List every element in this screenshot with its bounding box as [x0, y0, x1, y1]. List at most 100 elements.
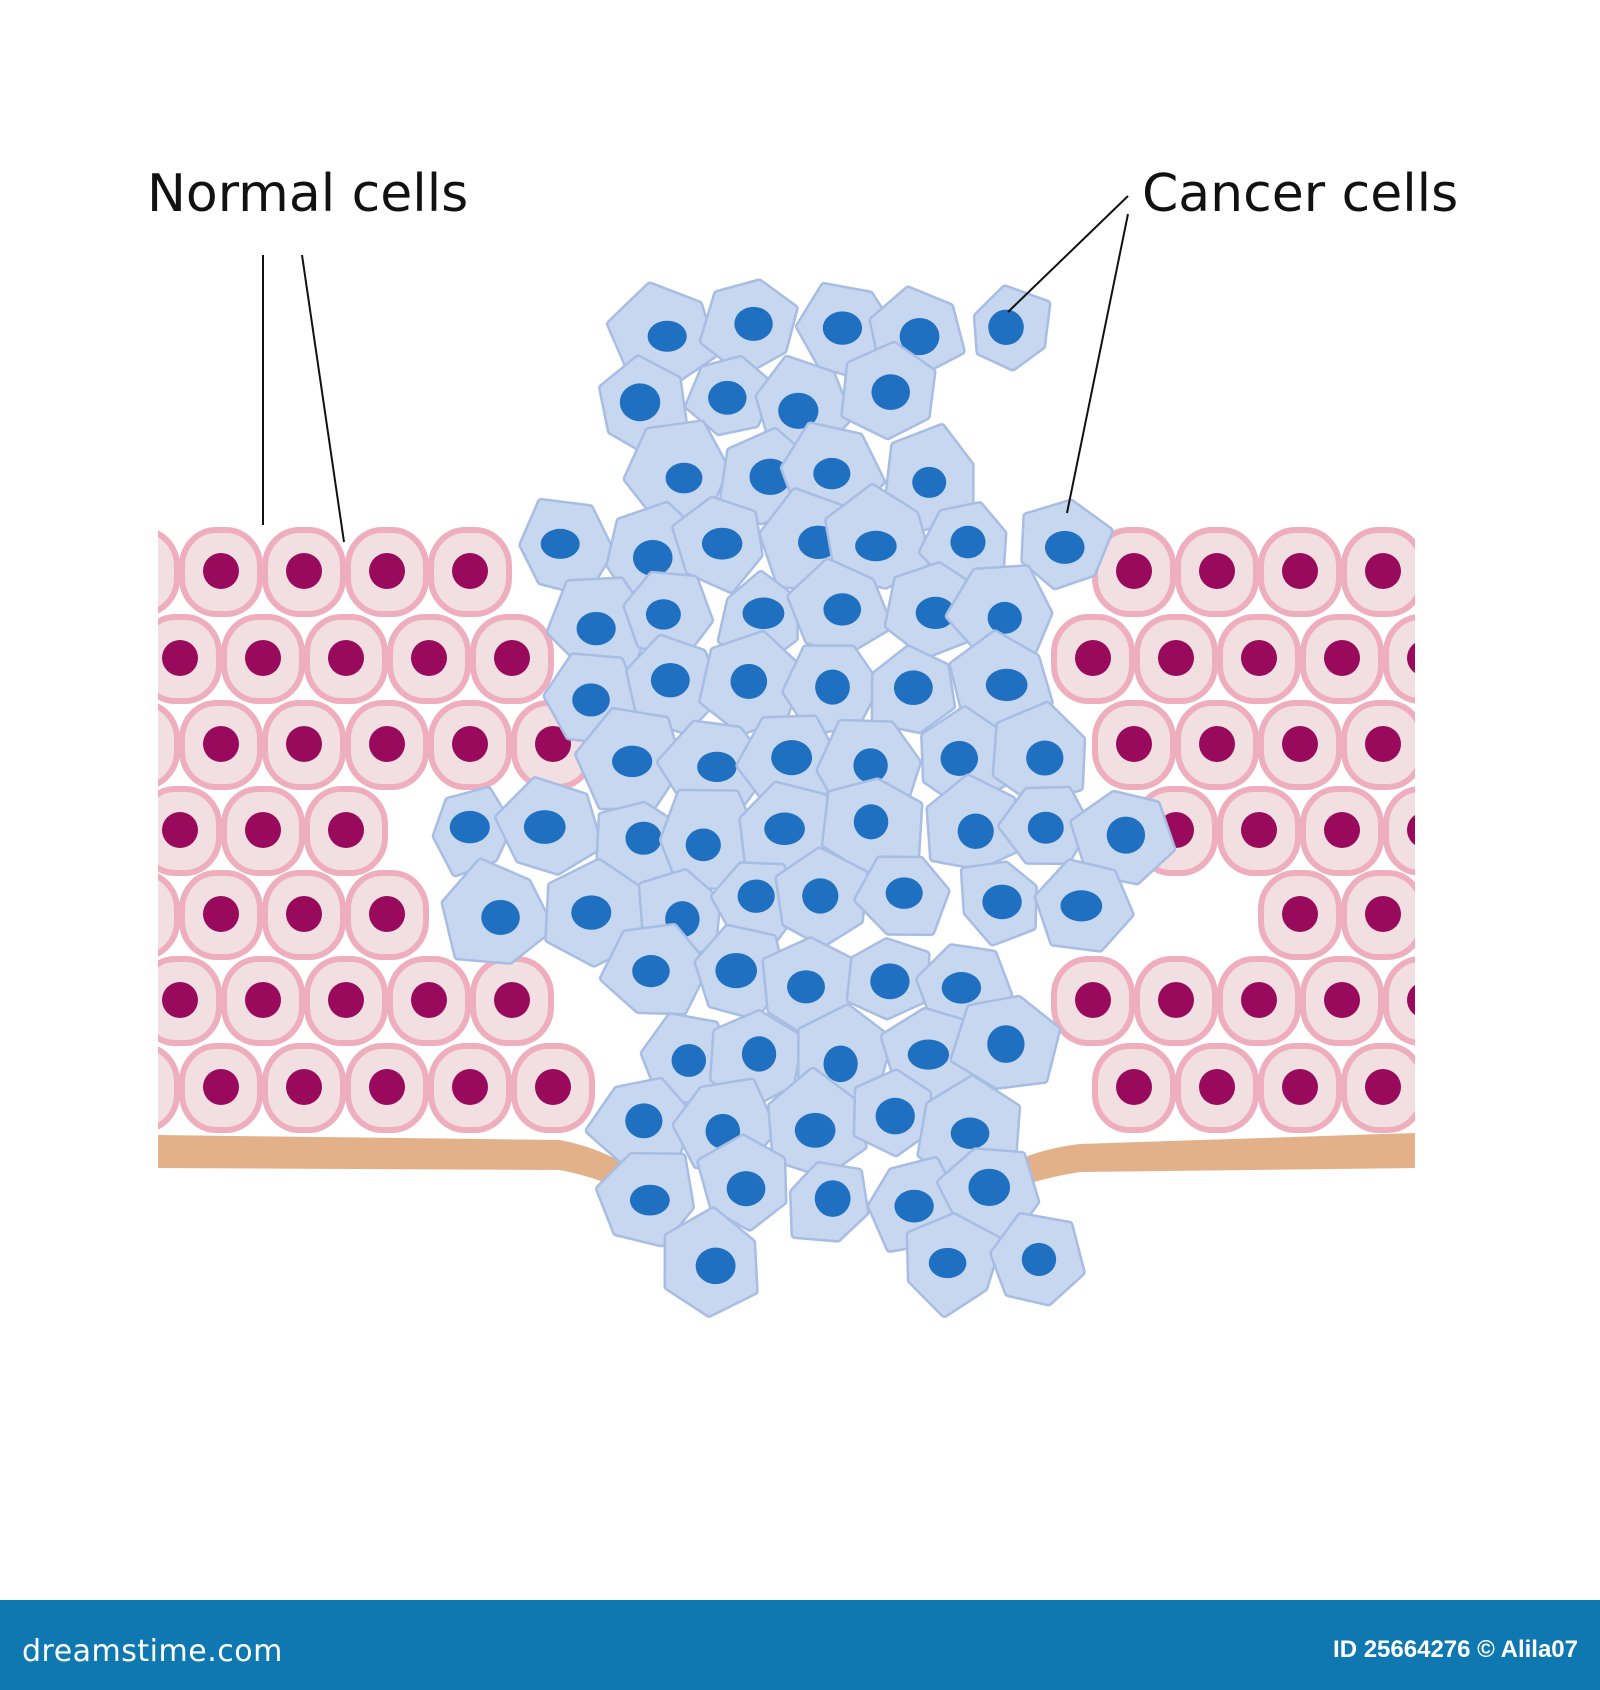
normal-cell: [345, 1043, 429, 1133]
cancer-cell: [622, 570, 715, 661]
normal-nucleus: [1324, 982, 1360, 1018]
cancer-nucleus: [912, 466, 947, 498]
normal-nucleus: [1199, 1069, 1235, 1105]
normal-tissue: [120, 527, 1415, 1133]
normal-cell: [120, 1046, 180, 1130]
cancer-nucleus: [650, 662, 690, 698]
dreamstime-logo[interactable]: dreamstime.com: [22, 1634, 283, 1669]
cancer-nucleus: [894, 1189, 934, 1223]
normal-cell: [470, 614, 554, 704]
normal-nucleus: [1241, 812, 1277, 848]
cancer-nucleus: [1060, 890, 1103, 922]
normal-cell: [1258, 1043, 1342, 1133]
normal-cells-label: Normal cells: [147, 164, 469, 224]
cancer-nucleus: [741, 1036, 777, 1072]
normal-nucleus: [286, 553, 322, 589]
cancer-cell: [853, 855, 951, 937]
cancer-cell: [698, 278, 799, 377]
normal-cell: [1300, 956, 1384, 1046]
normal-cell: [1051, 614, 1135, 704]
normal-nucleus: [286, 1069, 322, 1105]
cancer-cell: [1033, 858, 1135, 953]
cancer-nucleus: [632, 539, 673, 576]
cancer-cell: [991, 700, 1087, 806]
normal-cell: [1341, 527, 1415, 617]
normal-cell: [1300, 786, 1384, 876]
normal-nucleus: [1075, 640, 1111, 676]
cancer-nucleus: [941, 972, 982, 1004]
normal-cell: [1175, 700, 1259, 790]
cancer-nucleus: [647, 320, 687, 352]
normal-nucleus: [203, 1069, 239, 1105]
basement-membrane: [158, 1133, 1415, 1200]
cancer-nucleus: [1027, 811, 1064, 844]
cancer-nucleus: [540, 528, 580, 559]
cancer-nucleus: [855, 530, 897, 562]
normal-nucleus: [535, 726, 571, 762]
cancer-cell: [494, 776, 604, 876]
cancer-cell: [845, 937, 931, 1021]
normal-nucleus: [245, 640, 281, 676]
cancer-nucleus: [742, 597, 785, 630]
normal-nucleus: [162, 982, 198, 1018]
cancer-cell: [599, 923, 711, 1016]
cancer-nucleus: [899, 317, 940, 356]
normal-cell: [1383, 614, 1415, 704]
cancer-nucleus: [870, 963, 910, 1000]
cancer-nucleus: [571, 895, 612, 930]
cancer-nucleus: [665, 462, 703, 494]
cancer-nucleus: [612, 745, 653, 778]
cancer-nucleus: [625, 821, 662, 855]
normal-nucleus: [535, 1069, 571, 1105]
normal-cell: [345, 700, 429, 790]
normal-nucleus: [1116, 726, 1152, 762]
cancer-nucleus: [893, 670, 933, 706]
cancer-cell: [545, 576, 653, 672]
normal-cell: [1134, 614, 1218, 704]
normal-nucleus: [452, 553, 488, 589]
cancer-nucleus: [734, 306, 773, 341]
normal-nucleus: [1282, 553, 1318, 589]
normal-cell: [1092, 527, 1176, 617]
cancer-nucleus: [685, 828, 721, 862]
cancer-nucleus: [822, 311, 863, 345]
cancer-nucleus: [957, 813, 994, 849]
normal-nucleus: [1116, 1069, 1152, 1105]
cancer-nucleus: [619, 383, 661, 422]
cancer-cell: [870, 644, 957, 735]
normal-cell: [1258, 870, 1342, 960]
normal-nucleus: [1365, 1069, 1401, 1105]
cancer-cell: [544, 857, 647, 968]
normal-nucleus: [1282, 726, 1318, 762]
normal-cell: [1217, 786, 1301, 876]
normal-nucleus: [120, 1069, 156, 1105]
normal-cell: [1341, 870, 1415, 960]
normal-cell: [387, 956, 471, 1046]
cancer-nucleus: [813, 457, 851, 490]
normal-cell: [262, 700, 346, 790]
normal-cell: [304, 956, 388, 1046]
cancer-nucleus: [697, 751, 737, 783]
cancer-nucleus: [572, 683, 610, 717]
cancer-nucleus: [985, 668, 1028, 702]
normal-cell: [345, 870, 429, 960]
cancer-cell: [959, 860, 1038, 947]
normal-nucleus: [452, 726, 488, 762]
normal-leader-line: [301, 254, 345, 543]
normal-cell: [428, 1043, 512, 1133]
cancer-nucleus: [481, 899, 520, 936]
normal-nucleus: [1324, 640, 1360, 676]
cancer-nucleus: [907, 1039, 950, 1070]
normal-nucleus: [162, 812, 198, 848]
cancer-cell: [774, 846, 869, 948]
normal-nucleus: [1199, 553, 1235, 589]
normal-nucleus: [245, 812, 281, 848]
normal-nucleus: [162, 640, 198, 676]
normal-cell: [1134, 956, 1218, 1046]
cancer-cell: [658, 788, 761, 891]
normal-nucleus: [1199, 726, 1235, 762]
normal-nucleus: [120, 726, 156, 762]
cancer-cell: [696, 1133, 788, 1232]
cancer-nucleus: [987, 601, 1022, 634]
cancer-nucleus: [987, 1025, 1025, 1063]
